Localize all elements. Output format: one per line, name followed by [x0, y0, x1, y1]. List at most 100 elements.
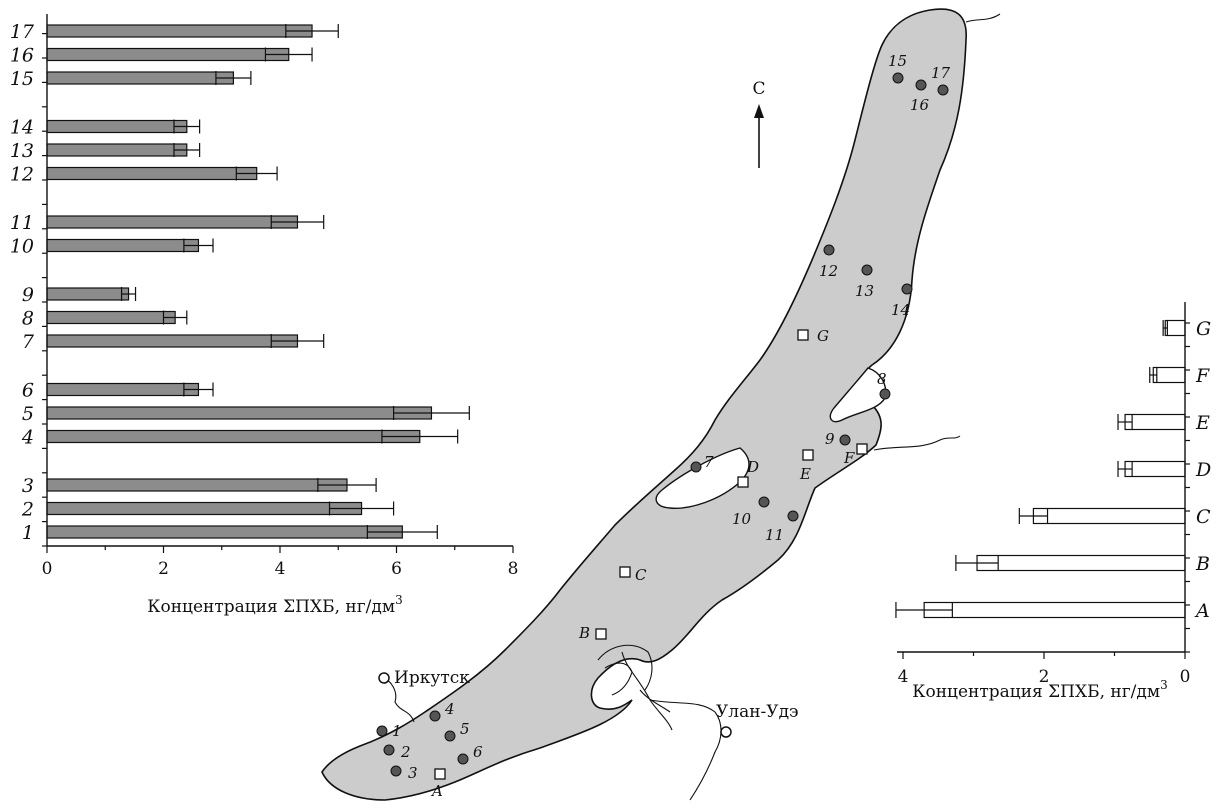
left-x-tick-label-0: 0 [42, 559, 53, 579]
station-label-A: A [430, 782, 443, 800]
left-bar-12 [46, 166, 258, 181]
left-errorbar-12 [235, 166, 278, 181]
station-marker-10 [758, 496, 770, 508]
station-label-D: D [746, 458, 759, 476]
left-category-label-1: 1 [22, 522, 34, 544]
station-label-G: G [817, 327, 829, 345]
station-marker-F [856, 443, 868, 455]
left-category-label-8: 8 [22, 308, 34, 330]
left-x-tick-label-4: 4 [275, 559, 286, 579]
right-category-label-G: G [1196, 318, 1211, 340]
left-bar-10 [46, 238, 200, 253]
left-x-tick-label-6: 6 [391, 559, 402, 579]
left-category-label-5: 5 [22, 403, 34, 425]
station-marker-11 [787, 510, 799, 522]
right-category-label-F: F [1195, 365, 1210, 387]
left-bar-16 [46, 47, 290, 62]
right-errorbar-C [1018, 508, 1049, 524]
station-marker-C [619, 566, 631, 578]
left-bar-13 [46, 143, 188, 157]
left-errorbar-1 [366, 525, 438, 539]
left-bar-9 [46, 287, 130, 301]
station-label-17: 17 [931, 64, 951, 82]
left-errorbar-7 [270, 334, 325, 348]
station-label-9: 9 [825, 430, 835, 448]
left-errorbar-4 [381, 429, 459, 444]
station-marker-4 [429, 710, 441, 722]
station-marker-12 [823, 244, 835, 256]
right-errorbar-B [955, 555, 999, 571]
right-axes-group: 4 2 0 [897, 302, 1190, 687]
station-marker-B [595, 628, 607, 640]
peninsula [829, 367, 887, 423]
right-bar-D [1124, 460, 1186, 478]
city-irkutsk: Иркутск [378, 668, 470, 688]
right-bars-group: A B C D E F G [895, 318, 1211, 622]
station-marker-15 [892, 72, 904, 84]
left-bar-1 [46, 525, 403, 539]
left-errorbar-14 [173, 119, 201, 134]
city-label-irkutsk: Иркутск [394, 668, 470, 688]
left-errorbar-16 [264, 47, 313, 62]
right-x-axis-title: Концентрация ΣПХБ, нг/дм3 [912, 678, 1167, 702]
station-label-B: B [578, 624, 590, 642]
station-label-7: 7 [704, 453, 714, 471]
station-label-16: 16 [910, 96, 930, 114]
station-label-C: C [635, 566, 647, 584]
left-category-label-11: 11 [10, 212, 34, 234]
right-bar-F [1152, 366, 1186, 384]
left-errorbar-6 [183, 382, 214, 397]
station-label-11: 11 [765, 526, 784, 544]
left-bar-8 [46, 310, 176, 325]
right-bar-A [923, 601, 1186, 619]
left-errorbar-5 [392, 406, 470, 420]
right-errorbar-E [1117, 414, 1133, 430]
left-category-label-2: 2 [21, 499, 34, 521]
left-errorbar-15 [215, 71, 252, 85]
station-label-14: 14 [891, 301, 910, 319]
station-label-13: 13 [855, 282, 874, 300]
left-bar-7 [46, 334, 299, 348]
left-bar-6 [46, 382, 200, 397]
city-ulan-ude: Улан-Удэ [716, 702, 799, 738]
right-x-tick-label-2: 2 [1039, 667, 1050, 687]
right-x-tick-label-0: 0 [1180, 667, 1191, 687]
station-label-2: 2 [400, 743, 411, 761]
left-bar-3 [46, 478, 348, 492]
left-category-label-17: 17 [10, 21, 35, 43]
left-errorbar-3 [317, 478, 377, 492]
left-category-label-3: 3 [22, 475, 34, 497]
left-errorbar-11 [270, 215, 325, 229]
left-category-label-4: 4 [21, 427, 34, 449]
left-bar-4 [46, 429, 421, 444]
city-label-ulan-ude: Улан-Удэ [716, 702, 799, 722]
station-label-6: 6 [473, 743, 483, 761]
left-category-label-7: 7 [22, 331, 35, 353]
left-errorbar-9 [120, 287, 137, 301]
station-label-12: 12 [819, 262, 838, 280]
left-x-tick-label-8: 8 [508, 559, 519, 579]
left-bar-5 [46, 406, 433, 420]
station-label-10: 10 [732, 510, 752, 528]
station-label-E: E [799, 465, 811, 483]
station-marker-14 [901, 283, 913, 295]
right-category-label-B: B [1195, 553, 1210, 575]
left-category-label-13: 13 [10, 140, 34, 162]
island-olkhon [655, 447, 750, 509]
left-bar-2 [46, 501, 363, 516]
station-marker-9 [839, 434, 851, 446]
station-marker-E [802, 449, 814, 461]
station-marker-2 [383, 744, 395, 756]
right-errorbar-D [1117, 461, 1133, 477]
station-marker-G [797, 329, 809, 341]
left-axes-group: 0 2 4 6 8 [42, 14, 519, 579]
right-category-label-E: E [1195, 412, 1210, 434]
station-label-4: 4 [444, 700, 455, 718]
right-errorbar-G [1162, 320, 1168, 336]
left-category-label-6: 6 [22, 380, 34, 402]
left-errorbar-8 [162, 310, 188, 325]
left-errorbar-17 [285, 24, 339, 38]
